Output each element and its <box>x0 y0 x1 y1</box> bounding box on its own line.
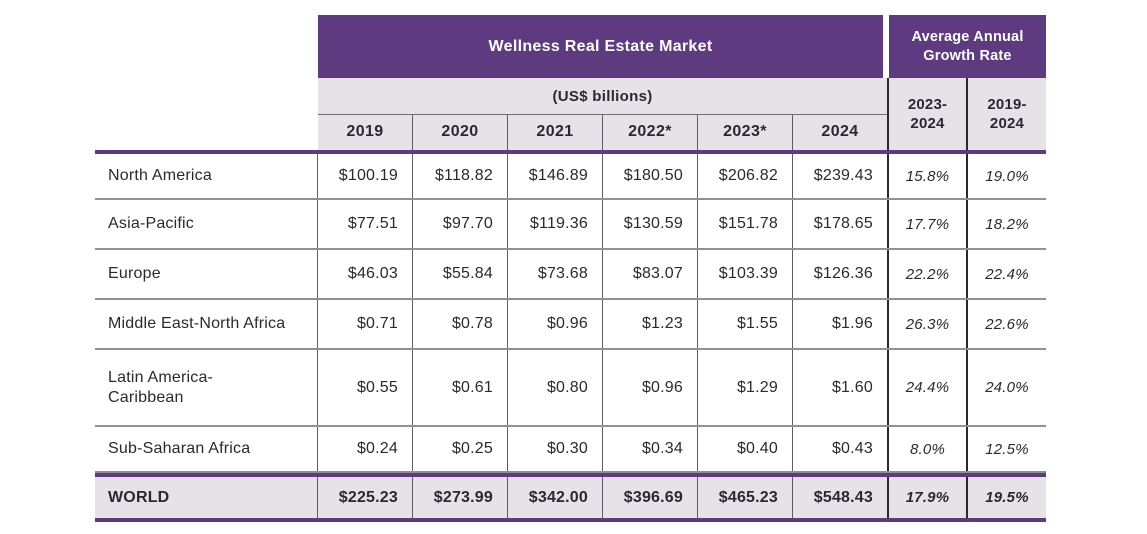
value-cell-2021: $73.68 <box>508 250 603 298</box>
units-and-years: (US$ billions) 2019 2020 2021 2022* 2023… <box>318 78 889 150</box>
subheader-row: (US$ billions) 2019 2020 2021 2022* 2023… <box>95 78 1046 150</box>
value-cell-2021: $0.30 <box>508 427 603 471</box>
year-header-2019: 2019 <box>318 115 413 150</box>
growth-cell-2023-2024: 15.8% <box>889 154 968 198</box>
growth-cell-2019-2024: 22.4% <box>985 265 1029 283</box>
table-row-sub-saharan-africa: Sub-Saharan Africa $0.24 $0.25 $0.30 $0.… <box>95 427 1046 473</box>
value-cell-2020: $0.78 <box>413 300 508 348</box>
value-cell-2022: $1.23 <box>603 300 698 348</box>
units-label: (US$ billions) <box>318 78 887 115</box>
region-cell-world: WORLD <box>95 477 318 518</box>
value-cell-2023: $206.82 <box>698 154 793 198</box>
value-cell-2022: $396.69 <box>603 477 698 518</box>
value-cell-2019: $225.23 <box>318 477 413 518</box>
year-header-2024: 2024 <box>821 123 859 141</box>
growth-period-header-2019-2024: 2019- 2024 <box>968 78 1046 150</box>
value-cell-2024: $178.65 <box>793 200 889 248</box>
growth-period-line1: 2019- <box>987 95 1027 113</box>
region-column-spacer <box>95 78 318 150</box>
value-cell-2021: $146.89 <box>508 154 603 198</box>
value-cell-2024: $0.43 <box>793 427 889 471</box>
growth-period-line1: 2023- <box>907 95 948 113</box>
region-cell: Latin America- Caribbean <box>95 350 318 425</box>
value-cell-2023: $1.29 <box>698 350 793 425</box>
year-header-2020: 2020 <box>413 115 508 150</box>
growth-cell-2023-2024: 24.4% <box>889 350 968 425</box>
year-header-2021: 2021 <box>508 115 603 150</box>
growth-cell-2019-2024: 22.6% <box>985 315 1029 333</box>
value-cell-2020: $273.99 <box>413 477 508 518</box>
region-cell: Middle East-North Africa <box>95 300 318 348</box>
table-row-asia-pacific: Asia-Pacific $77.51 $97.70 $119.36 $130.… <box>95 200 1046 250</box>
value-cell-2023: $465.23 <box>698 477 793 518</box>
value-cell-2022: $83.07 <box>603 250 698 298</box>
value-cell-2024: $1.60 <box>793 350 889 425</box>
value-cell-2021: $0.96 <box>508 300 603 348</box>
value-cell-2020: $0.61 <box>413 350 508 425</box>
value-cell-2024: $548.43 <box>793 477 889 518</box>
value-cell-2019: $46.03 <box>318 250 413 298</box>
growth-cell-2023-2024: 22.2% <box>889 250 968 298</box>
value-cell-2020: $55.84 <box>413 250 508 298</box>
growth-cell-2019-2024: 19.5% <box>985 489 1029 506</box>
growth-period-header-2023-2024: 2023- 2024 <box>889 78 968 150</box>
value-cell-2021: $342.00 <box>508 477 603 518</box>
growth-rate-title: Average Annual Growth Rate <box>889 15 1046 78</box>
value-cell-2019: $0.24 <box>318 427 413 471</box>
growth-cell-2019-2024: 24.0% <box>985 379 1029 396</box>
growth-cell-2019-2024: 19.0% <box>985 167 1029 185</box>
growth-title-text: Average Annual Growth Rate <box>911 29 1024 64</box>
value-cell-2023: $151.78 <box>698 200 793 248</box>
value-cell-2023: $0.40 <box>698 427 793 471</box>
purple-divider <box>95 150 1046 154</box>
value-cell-2020: $0.25 <box>413 427 508 471</box>
value-cell-2024: $1.96 <box>793 300 889 348</box>
value-cell-2020: $97.70 <box>413 200 508 248</box>
growth-cell-2023-2024: 17.9% <box>889 477 968 518</box>
value-cell-2019: $0.55 <box>318 350 413 425</box>
value-cell-2022: $130.59 <box>603 200 698 248</box>
value-cell-2020: $118.82 <box>413 154 508 198</box>
region-cell: Sub-Saharan Africa <box>95 427 318 471</box>
region-column-spacer <box>95 15 318 78</box>
value-cell-2021: $0.80 <box>508 350 603 425</box>
year-header-2022: 2022* <box>603 115 698 150</box>
table-row-europe: Europe $46.03 $55.84 $73.68 $83.07 $103.… <box>95 250 1046 300</box>
value-cell-2023: $1.55 <box>698 300 793 348</box>
growth-cell-2019-2024: 12.5% <box>985 440 1029 458</box>
header-row: Wellness Real Estate Market Average Annu… <box>95 15 1046 78</box>
purple-divider <box>95 473 1046 477</box>
growth-cell-2019-2024: 18.2% <box>985 215 1029 233</box>
growth-cell-2023-2024: 17.7% <box>889 200 968 248</box>
table-row-north-america: North America $100.19 $118.82 $146.89 $1… <box>95 154 1046 200</box>
value-cell-2019: $0.71 <box>318 300 413 348</box>
region-cell: North America <box>95 154 318 198</box>
value-cell-2019: $100.19 <box>318 154 413 198</box>
world-total-row: WORLD $225.23 $273.99 $342.00 $396.69 $4… <box>95 477 1046 518</box>
main-title-text: Wellness Real Estate Market <box>488 37 713 55</box>
value-cell-2019: $77.51 <box>318 200 413 248</box>
year-header-2023: 2023* <box>698 115 793 150</box>
main-table-title: Wellness Real Estate Market <box>318 15 883 78</box>
year-header-row: 2019 2020 2021 2022* 2023* 2024 <box>318 115 887 150</box>
region-cell: Asia-Pacific <box>95 200 318 248</box>
value-cell-2024: $126.36 <box>793 250 889 298</box>
table-row-middle-east-north-africa: Middle East-North Africa $0.71 $0.78 $0.… <box>95 300 1046 350</box>
value-cell-2022: $0.96 <box>603 350 698 425</box>
region-cell: Europe <box>95 250 318 298</box>
growth-cell-2023-2024: 26.3% <box>889 300 968 348</box>
data-table: Wellness Real Estate Market Average Annu… <box>95 15 1046 522</box>
growth-period-line2: 2024 <box>910 115 945 132</box>
growth-cell-2023-2024: 8.0% <box>889 427 968 471</box>
value-cell-2021: $119.36 <box>508 200 603 248</box>
purple-divider <box>95 518 1046 522</box>
value-cell-2022: $0.34 <box>603 427 698 471</box>
value-cell-2024: $239.43 <box>793 154 889 198</box>
table-row-latin-america-caribbean: Latin America- Caribbean $0.55 $0.61 $0.… <box>95 350 1046 427</box>
growth-period-line2: 2024 <box>989 115 1025 132</box>
value-cell-2022: $180.50 <box>603 154 698 198</box>
value-cell-2023: $103.39 <box>698 250 793 298</box>
